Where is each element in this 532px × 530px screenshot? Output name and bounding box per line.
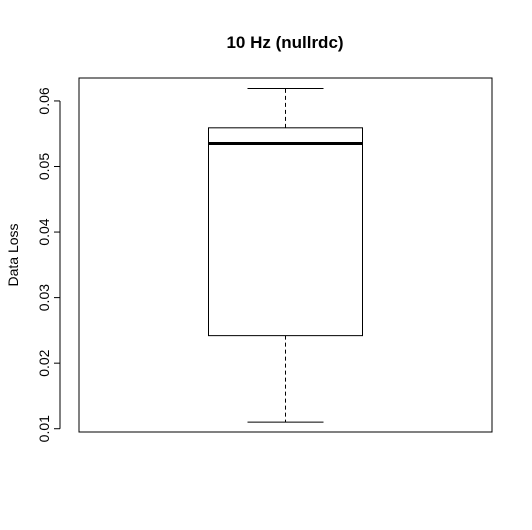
y-tick-label: 0.01 — [36, 415, 52, 442]
y-axis-label: Data Loss — [5, 223, 21, 286]
chart-title: 10 Hz (nullrdc) — [226, 33, 343, 52]
y-tick-label: 0.02 — [36, 349, 52, 376]
y-tick-label: 0.05 — [36, 153, 52, 180]
plot-frame — [78, 77, 493, 433]
y-tick-label: 0.06 — [36, 87, 52, 114]
box-group — [208, 87, 363, 423]
y-tick-label: 0.03 — [36, 284, 52, 311]
iqr-box — [208, 127, 363, 337]
y-tick-label: 0.04 — [36, 218, 52, 245]
y-axis: 0.01 0.02 0.03 0.04 0.05 0.06 — [36, 87, 61, 442]
